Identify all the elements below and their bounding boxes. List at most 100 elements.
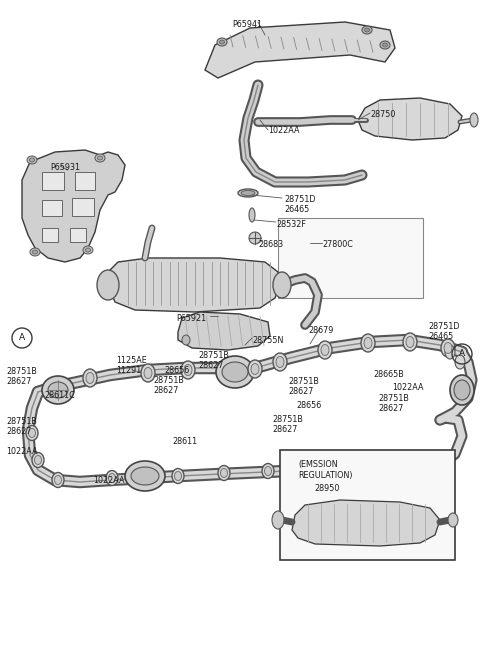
Bar: [72, 198, 94, 216]
Ellipse shape: [144, 368, 152, 379]
Ellipse shape: [444, 342, 452, 354]
Ellipse shape: [131, 467, 159, 485]
Text: 28751B: 28751B: [378, 394, 409, 403]
Ellipse shape: [272, 511, 284, 529]
Ellipse shape: [28, 428, 36, 438]
Text: 28683: 28683: [258, 240, 283, 249]
Text: 1022AA: 1022AA: [6, 447, 37, 456]
Text: 11291: 11291: [116, 366, 141, 375]
Ellipse shape: [289, 455, 331, 485]
Text: 28627: 28627: [153, 386, 179, 395]
Text: 28611: 28611: [172, 437, 197, 446]
Text: (EMSSION: (EMSSION: [298, 460, 337, 469]
Text: 1022AA: 1022AA: [268, 126, 300, 135]
Text: 28656: 28656: [164, 366, 189, 375]
Ellipse shape: [450, 375, 474, 405]
Text: 28751B: 28751B: [198, 351, 229, 360]
Ellipse shape: [454, 380, 470, 400]
Text: 28627: 28627: [6, 427, 31, 436]
Ellipse shape: [83, 246, 93, 254]
Text: 28627: 28627: [198, 361, 223, 370]
Ellipse shape: [55, 475, 61, 485]
Ellipse shape: [181, 361, 195, 379]
Ellipse shape: [29, 158, 35, 162]
Bar: [42, 228, 58, 242]
Ellipse shape: [364, 28, 370, 32]
Text: 28627: 28627: [288, 387, 313, 396]
Ellipse shape: [354, 461, 366, 475]
Ellipse shape: [42, 376, 74, 404]
Ellipse shape: [362, 26, 372, 34]
Ellipse shape: [262, 463, 274, 479]
Text: 28627: 28627: [378, 404, 403, 413]
Text: 28611C: 28611C: [44, 391, 75, 400]
Ellipse shape: [249, 208, 255, 222]
Ellipse shape: [222, 362, 248, 382]
Text: 28656: 28656: [296, 401, 321, 410]
Ellipse shape: [216, 356, 254, 388]
Ellipse shape: [184, 364, 192, 375]
Ellipse shape: [295, 461, 325, 479]
Ellipse shape: [273, 272, 291, 298]
Polygon shape: [358, 98, 462, 140]
Text: P65931: P65931: [50, 163, 80, 172]
Polygon shape: [292, 500, 440, 546]
Text: 27800C: 27800C: [322, 240, 353, 249]
Text: A: A: [19, 334, 25, 342]
Ellipse shape: [33, 250, 37, 254]
Ellipse shape: [321, 344, 329, 356]
Ellipse shape: [48, 382, 68, 398]
Ellipse shape: [30, 248, 40, 256]
Ellipse shape: [248, 360, 262, 378]
Text: 1125AE: 1125AE: [116, 356, 147, 365]
Text: 1022AA: 1022AA: [392, 383, 423, 392]
Polygon shape: [178, 312, 270, 350]
Text: 28751D: 28751D: [428, 322, 459, 331]
Ellipse shape: [383, 43, 387, 47]
Polygon shape: [205, 22, 395, 78]
Ellipse shape: [26, 426, 38, 440]
Text: 28751B: 28751B: [288, 377, 319, 386]
Ellipse shape: [32, 453, 44, 467]
Bar: [75, 172, 95, 190]
Ellipse shape: [380, 41, 390, 49]
Text: 28750: 28750: [370, 110, 396, 119]
Ellipse shape: [52, 473, 64, 488]
Polygon shape: [108, 258, 280, 312]
Ellipse shape: [364, 338, 372, 348]
Ellipse shape: [218, 465, 230, 481]
Ellipse shape: [95, 154, 105, 162]
Bar: [280, 450, 455, 560]
Text: 28751D: 28751D: [284, 195, 315, 204]
Ellipse shape: [434, 459, 446, 473]
Text: 28627: 28627: [272, 425, 298, 434]
Text: P65921: P65921: [176, 314, 206, 323]
Polygon shape: [22, 150, 125, 262]
Text: 28751B: 28751B: [272, 415, 303, 424]
Ellipse shape: [273, 353, 287, 371]
Ellipse shape: [35, 455, 41, 465]
Ellipse shape: [175, 471, 181, 481]
Ellipse shape: [141, 364, 155, 382]
Ellipse shape: [86, 373, 94, 383]
Ellipse shape: [441, 339, 455, 357]
Ellipse shape: [182, 335, 190, 345]
Ellipse shape: [249, 232, 261, 244]
Text: 28665B: 28665B: [373, 370, 404, 379]
Ellipse shape: [106, 471, 118, 485]
Text: 28751B: 28751B: [153, 376, 184, 385]
Text: 1022AA: 1022AA: [93, 476, 124, 485]
Ellipse shape: [445, 345, 455, 359]
Ellipse shape: [97, 270, 119, 300]
Ellipse shape: [251, 364, 259, 375]
Ellipse shape: [238, 189, 258, 197]
Bar: [42, 200, 62, 216]
Bar: [70, 228, 86, 242]
Text: 28755N: 28755N: [252, 336, 283, 345]
Ellipse shape: [406, 336, 414, 348]
Ellipse shape: [448, 513, 458, 527]
Text: 28950: 28950: [314, 484, 339, 493]
Ellipse shape: [470, 113, 478, 127]
Ellipse shape: [436, 461, 444, 471]
Text: 26465: 26465: [428, 332, 453, 341]
